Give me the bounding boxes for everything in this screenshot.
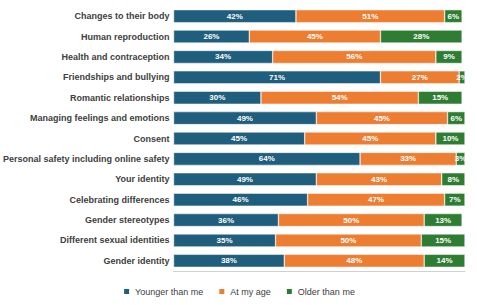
svg-text:48%: 48% <box>346 256 362 265</box>
svg-text:9%: 9% <box>443 52 455 61</box>
svg-text:6%: 6% <box>450 114 462 123</box>
svg-text:51%: 51% <box>362 12 378 21</box>
svg-text:Older than me: Older than me <box>298 287 355 297</box>
svg-text:43%: 43% <box>371 175 387 184</box>
svg-text:Celebrating differences: Celebrating differences <box>70 195 170 205</box>
svg-text:6%: 6% <box>448 12 460 21</box>
svg-text:Younger than me: Younger than me <box>135 287 203 297</box>
svg-text:38%: 38% <box>221 256 237 265</box>
svg-text:34%: 34% <box>215 52 231 61</box>
svg-text:28%: 28% <box>413 32 429 41</box>
svg-text:45%: 45% <box>362 134 378 143</box>
svg-text:13%: 13% <box>435 216 451 225</box>
svg-text:2%: 2% <box>456 73 468 82</box>
svg-text:Romantic relationships: Romantic relationships <box>70 93 170 103</box>
svg-text:33%: 33% <box>400 154 416 163</box>
svg-text:10%: 10% <box>442 134 458 143</box>
svg-text:Gender identity: Gender identity <box>104 256 170 266</box>
svg-text:Human reproduction: Human reproduction <box>81 32 170 42</box>
svg-text:56%: 56% <box>346 52 362 61</box>
svg-text:At my age: At my age <box>230 287 271 297</box>
svg-text:8%: 8% <box>448 175 460 184</box>
svg-text:27%: 27% <box>412 73 428 82</box>
svg-text:Personal safety including onli: Personal safety including online safety <box>3 154 170 164</box>
svg-text:Changes to their body: Changes to their body <box>75 11 170 21</box>
svg-text:71%: 71% <box>269 73 285 82</box>
svg-text:49%: 49% <box>237 114 253 123</box>
svg-text:26%: 26% <box>203 32 219 41</box>
svg-text:50%: 50% <box>340 236 356 245</box>
svg-text:Friendships and bullying: Friendships and bullying <box>63 72 170 82</box>
svg-text:54%: 54% <box>332 93 348 102</box>
svg-text:47%: 47% <box>368 195 384 204</box>
svg-text:45%: 45% <box>307 32 323 41</box>
svg-text:15%: 15% <box>432 93 448 102</box>
svg-text:14%: 14% <box>437 256 453 265</box>
svg-text:Managing feelings and emotions: Managing feelings and emotions <box>30 113 170 123</box>
svg-text:42%: 42% <box>227 12 243 21</box>
svg-text:36%: 36% <box>218 216 234 225</box>
svg-text:Gender stereotypes: Gender stereotypes <box>85 215 170 225</box>
svg-text:45%: 45% <box>374 114 390 123</box>
svg-text:46%: 46% <box>233 195 249 204</box>
svg-text:49%: 49% <box>237 175 253 184</box>
svg-text:50%: 50% <box>343 216 359 225</box>
svg-text:35%: 35% <box>217 236 233 245</box>
svg-text:Health and contraception: Health and contraception <box>62 52 170 62</box>
svg-text:Different sexual identities: Different sexual identities <box>60 235 170 245</box>
svg-text:15%: 15% <box>435 236 451 245</box>
svg-text:30%: 30% <box>209 93 225 102</box>
svg-text:Your identity: Your identity <box>115 174 169 184</box>
svg-text:Consent: Consent <box>134 134 170 144</box>
svg-text:64%: 64% <box>259 154 275 163</box>
svg-text:7%: 7% <box>449 195 461 204</box>
svg-text:3%: 3% <box>455 154 467 163</box>
svg-text:45%: 45% <box>231 134 247 143</box>
